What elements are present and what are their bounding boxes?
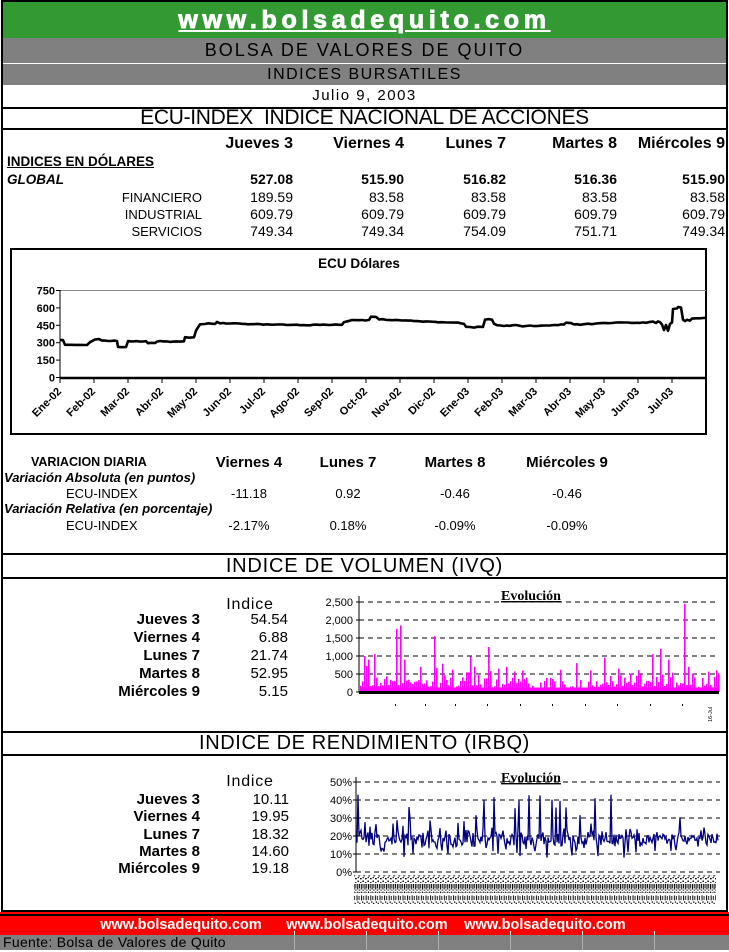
svg-text:Evolución: Evolución: [501, 589, 561, 604]
svg-text:50%: 50%: [330, 777, 352, 789]
svg-text:16-Jul: 16-Jul: [708, 707, 714, 722]
svg-text:1,000: 1,000: [325, 651, 353, 663]
svg-text:30%: 30%: [330, 813, 352, 825]
svg-text:750: 750: [37, 286, 55, 298]
svg-text:500: 500: [335, 669, 353, 681]
svg-text:450: 450: [37, 320, 55, 332]
svg-text:300: 300: [37, 338, 55, 350]
svg-text:0%: 0%: [336, 867, 352, 879]
svg-text:0: 0: [347, 687, 353, 699]
svg-text:600: 600: [37, 303, 55, 315]
svg-text:2,000: 2,000: [325, 615, 353, 627]
svg-text:1,500: 1,500: [325, 633, 353, 645]
svg-text:2,500: 2,500: [325, 597, 353, 609]
svg-text:ECU Dólares: ECU Dólares: [318, 256, 400, 271]
svg-text:40%: 40%: [330, 795, 352, 807]
svg-text:Evolución: Evolución: [501, 771, 561, 786]
svg-text:150: 150: [37, 355, 55, 367]
svg-text:10%: 10%: [330, 849, 352, 861]
svg-text:0: 0: [49, 373, 55, 385]
svg-text:20%: 20%: [330, 831, 352, 843]
